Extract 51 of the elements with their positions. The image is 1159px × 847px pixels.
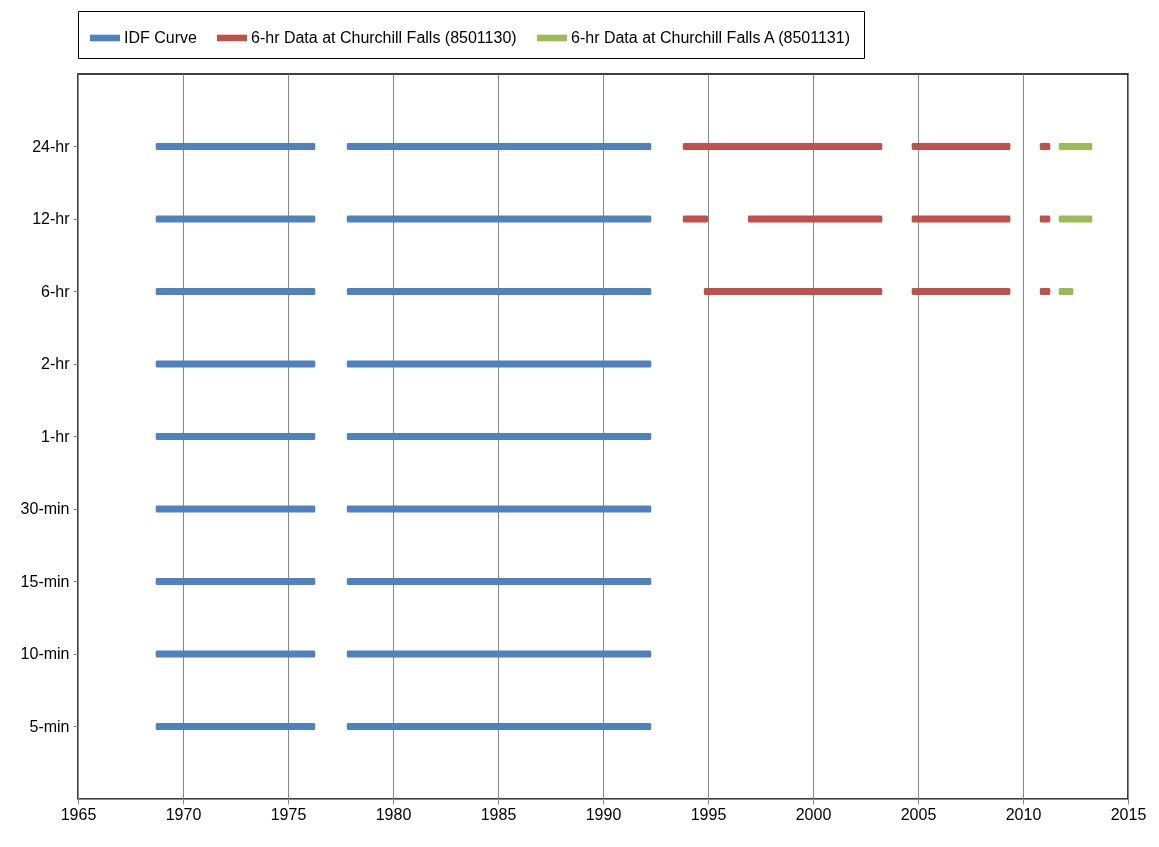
x-tick-label: 1975	[270, 805, 307, 823]
bar	[1058, 143, 1093, 150]
x-tick-label: 2010	[1005, 805, 1042, 823]
y-tick-label: 2-hr	[41, 355, 71, 372]
x-tick-label: 2015	[1110, 805, 1147, 823]
bar	[703, 288, 883, 295]
bar	[346, 723, 652, 730]
bar	[346, 650, 652, 658]
y-tick-label: 1-hr	[41, 427, 71, 445]
bar	[155, 433, 316, 440]
bar	[155, 578, 316, 585]
bar	[346, 360, 652, 368]
x-tick-label: 1965	[60, 805, 97, 823]
bar	[1058, 288, 1074, 295]
y-tick-label: 15-min	[20, 572, 70, 590]
x-tick-label: 1970	[165, 805, 202, 823]
bar	[911, 288, 1011, 295]
y-tick-label: 30-min	[20, 500, 70, 517]
bar	[682, 215, 708, 223]
y-tick-label: 12-hr	[32, 210, 71, 227]
bar	[346, 578, 652, 585]
bar	[346, 143, 652, 150]
bar	[155, 360, 316, 368]
bar	[346, 215, 652, 223]
bar	[911, 215, 1011, 223]
bar	[155, 143, 316, 150]
bar	[155, 215, 316, 223]
bar	[911, 143, 1011, 150]
legend-label: IDF Curve	[124, 29, 197, 46]
bar	[747, 215, 883, 223]
bar	[346, 433, 652, 440]
x-tick-label: 1980	[375, 805, 412, 823]
legend-label: 6-hr Data at Churchill Falls A (8501131)	[571, 29, 850, 46]
bar	[346, 505, 652, 513]
x-tick-label: 2005	[900, 805, 937, 823]
y-tick-label: 10-min	[20, 645, 70, 662]
bar	[682, 143, 883, 150]
x-tick-label: 2000	[795, 805, 832, 823]
y-tick-label: 24-hr	[32, 137, 71, 155]
bar	[346, 288, 652, 295]
legend-label: 6-hr Data at Churchill Falls (8501130)	[251, 29, 517, 46]
bar	[155, 288, 316, 295]
x-tick-label: 1985	[480, 805, 517, 823]
bar	[155, 505, 316, 513]
y-tick-label: 5-min	[29, 717, 70, 735]
x-tick-label: 1995	[690, 805, 727, 823]
bar	[155, 650, 316, 658]
y-tick-label: 6-hr	[41, 282, 71, 300]
bar	[155, 723, 316, 730]
bar	[1058, 215, 1093, 223]
x-tick-label: 1990	[585, 805, 622, 823]
